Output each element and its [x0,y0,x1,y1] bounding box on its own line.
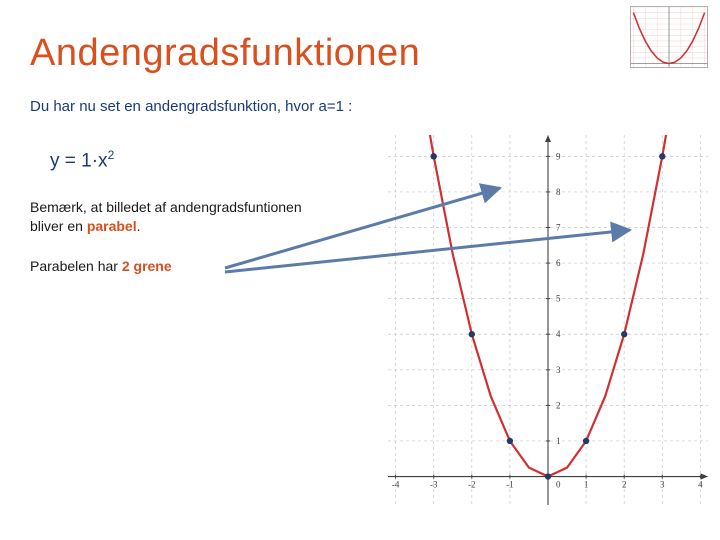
p1-bold: parabel [87,218,137,234]
thumbnail-chart [630,6,708,68]
svg-text:4: 4 [556,329,561,339]
svg-text:1: 1 [584,480,589,490]
svg-text:-1: -1 [506,480,514,490]
paragraph-1: Bemærk, at billedet af andengradsfuntion… [30,198,302,236]
svg-text:9: 9 [556,151,561,161]
svg-text:7: 7 [556,223,561,233]
page-title: Andengradsfunktionen [30,32,420,75]
svg-text:5: 5 [556,294,561,304]
equation-lhs: y = 1·x [50,150,108,171]
svg-text:-2: -2 [468,480,476,490]
p2-pre: Parabelen har [30,258,122,274]
equation: y = 1·x2 [50,148,114,172]
subtitle: Du har nu set en andengradsfunktion, hvo… [30,98,352,115]
p1-pre: Bemærk, at billedet af andengradsfuntion… [30,199,302,234]
svg-text:-4: -4 [392,480,400,490]
svg-text:8: 8 [556,187,561,197]
svg-text:0: 0 [556,480,561,490]
svg-text:3: 3 [660,480,665,490]
svg-text:2: 2 [622,480,627,490]
main-parabola-chart: -4 -3 -2 -1 1 2 3 4 1 2 3 4 5 6 7 8 9 0 [388,135,708,505]
p2-bold: 2 grene [122,258,172,274]
paragraph-2: Parabelen har 2 grene [30,258,172,274]
svg-text:3: 3 [556,365,561,375]
svg-text:-3: -3 [430,480,438,490]
svg-text:6: 6 [556,258,561,268]
equation-exp: 2 [108,148,115,162]
p1-post: . [137,218,141,234]
svg-text:1: 1 [556,436,561,446]
svg-text:2: 2 [556,400,561,410]
svg-text:4: 4 [698,480,703,490]
